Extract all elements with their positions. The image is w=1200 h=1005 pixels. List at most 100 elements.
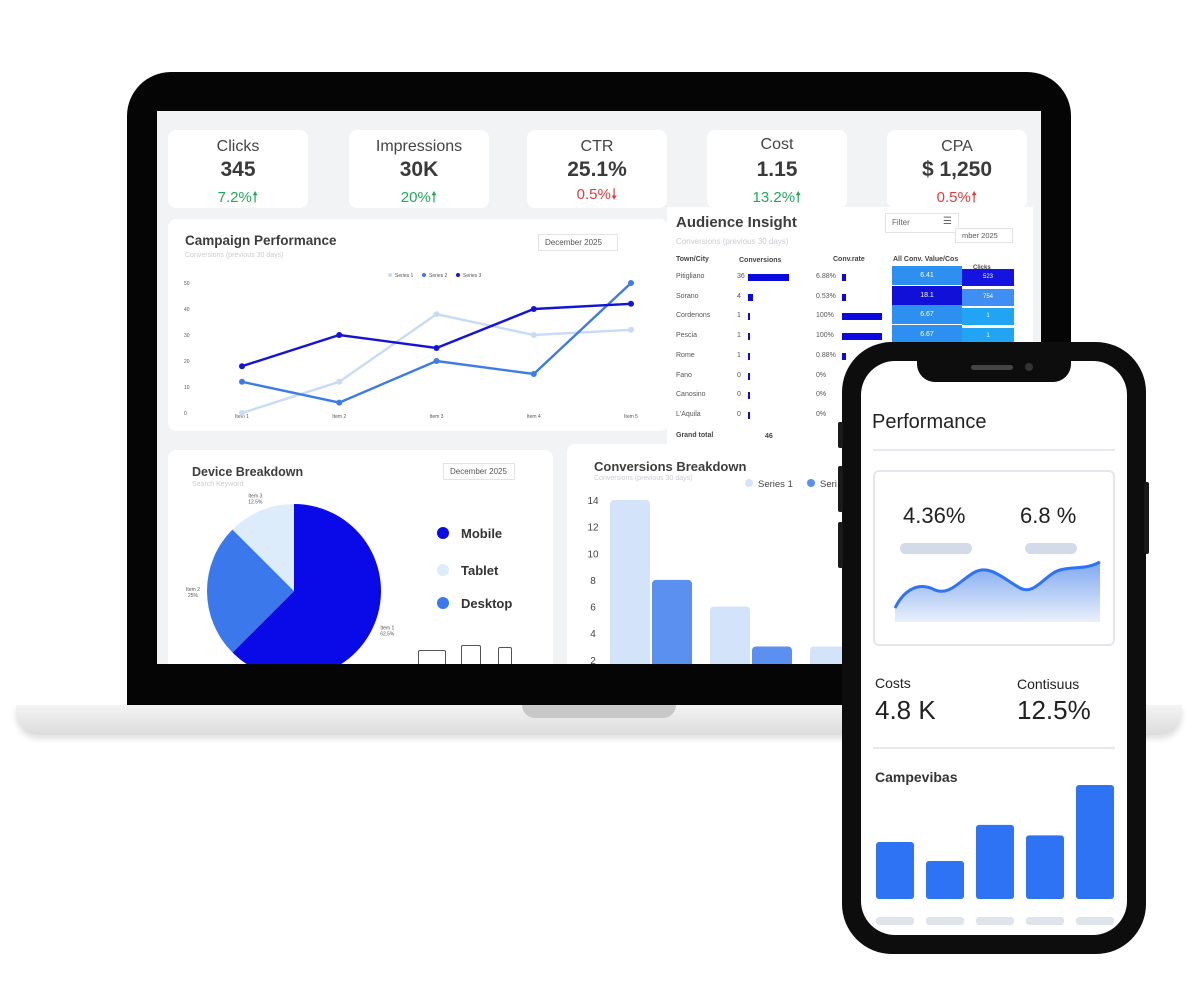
- legend-item: Tablet: [437, 563, 498, 578]
- cell-clicks: 754: [962, 288, 1014, 306]
- cell-rate: 0.88%: [816, 351, 836, 359]
- data-point: [530, 332, 537, 338]
- pie-chart: Item 162.5% Item 225% Item 312.5%: [186, 494, 395, 664]
- cell-rate: 0.53%: [816, 292, 836, 300]
- legend-label: Series 1: [395, 273, 414, 279]
- legend-item: Mobile: [437, 526, 502, 541]
- kpi-delta: 7.2%🠕: [217, 189, 259, 206]
- cell-rate: 0%: [816, 410, 827, 418]
- cell-city: Cordenons: [676, 312, 711, 320]
- phone-title: Performance: [872, 411, 987, 433]
- col-header-city: Town/City: [676, 256, 709, 263]
- y-tick-label: 20: [184, 359, 190, 365]
- legend-label: Desktop: [461, 596, 513, 611]
- phone-metrics-card: 4.36% 6.8 %: [873, 470, 1115, 646]
- x-tick-label: Item 3: [430, 414, 444, 420]
- y-tick-label: 10: [587, 549, 599, 560]
- kpi-value: 1.15: [756, 158, 798, 181]
- phone-bar: [876, 842, 914, 899]
- kpi-card-clicks: Clicks 345 7.2%🠕: [168, 130, 308, 208]
- panel-subtitle: Conversions (previous 30 days): [185, 252, 284, 259]
- conversion-bar: [748, 293, 753, 301]
- data-point: [433, 345, 440, 351]
- conversion-bar: [748, 274, 789, 281]
- legend-label: Series 3: [463, 273, 482, 279]
- bar: [652, 579, 692, 664]
- rate-bar: [842, 333, 882, 341]
- divider: [873, 449, 1115, 451]
- conversion-bar: [748, 333, 750, 341]
- phone-icon: [498, 647, 512, 664]
- filter-box[interactable]: Filter ☰: [885, 213, 959, 233]
- cell-conversions: 36: [737, 273, 745, 280]
- slice-label: Item 1: [380, 626, 394, 632]
- col-header-rate: Conv.rate: [833, 256, 865, 263]
- cell-rate: 100%: [816, 332, 834, 340]
- phone-value-costs: 4.8 K: [875, 695, 936, 725]
- legend-dot: [437, 527, 449, 539]
- phone-area-chart: [893, 560, 1101, 622]
- bar: [810, 646, 850, 664]
- arrow-up-icon: 🠕: [795, 189, 802, 206]
- slice-label: Item 3: [248, 494, 262, 500]
- cell-clicks: 1: [962, 328, 1014, 346]
- cell-conversions: 1: [737, 332, 741, 340]
- campaign-performance-panel: Campaign Performance Conversions (previo…: [168, 219, 668, 431]
- panel-title: Campaign Performance: [185, 233, 337, 248]
- laptop-notch: [522, 705, 676, 718]
- kpi-title: Cost: [760, 136, 794, 153]
- filter-settings-icon[interactable]: ☰: [943, 216, 952, 227]
- conversion-bar: [748, 392, 750, 400]
- phone-value-2: 12.5%: [1017, 695, 1091, 725]
- date-picker[interactable]: mber 2025: [955, 228, 1013, 243]
- y-tick-label: 4: [590, 629, 596, 640]
- phone-bar: [1026, 835, 1064, 899]
- data-point: [433, 311, 440, 318]
- phone-screen: Performance 4.36% 6.8 % Costs 4.8 K Cont…: [861, 361, 1127, 935]
- data-point: [239, 378, 245, 385]
- date-picker[interactable]: December 2025: [443, 463, 515, 480]
- bar: [710, 606, 750, 664]
- phone-side-button: [838, 422, 843, 448]
- y-tick-label: 8: [590, 576, 596, 587]
- legend-item: Desktop: [437, 596, 512, 611]
- arrow-up-icon: 🠕: [251, 189, 259, 206]
- cell-city: Pescia: [676, 332, 698, 340]
- cell-rate: 0%: [816, 391, 827, 399]
- placeholder-bar: [900, 543, 972, 554]
- kpi-title: CPA: [941, 138, 973, 155]
- data-point: [433, 358, 440, 364]
- kpi-card-cpa: CPA $ 1,250 0.5%🠕: [887, 130, 1027, 208]
- data-point: [628, 280, 634, 286]
- arrow-up-icon: 🠕: [430, 189, 438, 206]
- cell-conversions: 1: [737, 312, 741, 320]
- cell-rate: 100%: [816, 312, 834, 320]
- phone-side-button: [1144, 482, 1149, 554]
- placeholder-bar: [926, 917, 964, 925]
- legend-label: Mobile: [461, 526, 503, 541]
- date-picker[interactable]: December 2025: [538, 234, 618, 251]
- cell-conversions: 0: [737, 410, 741, 418]
- phone-label-2: Contisuus: [1017, 676, 1080, 692]
- pie-slice: [207, 529, 294, 653]
- legend-dot: [456, 273, 460, 277]
- cell-clicks: 1: [962, 308, 1014, 326]
- x-tick-label: Item 1: [235, 414, 249, 420]
- cell-value: 6.67: [892, 325, 962, 345]
- grand-total-label: Grand total: [676, 432, 714, 439]
- panel-subtitle: Conversions (previous 30 days): [594, 475, 693, 482]
- phone-bar: [976, 824, 1014, 899]
- kpi-value: $ 1,250: [921, 158, 993, 181]
- kpi-value: 345: [220, 158, 256, 181]
- cell-conversions: 1: [737, 351, 741, 359]
- panel-subtitle: Search Keyword: [192, 481, 244, 488]
- legend-series-2: Seri: [807, 479, 837, 490]
- bar: [610, 500, 650, 664]
- camera-icon: [1025, 363, 1033, 371]
- area-line: [893, 560, 1101, 609]
- slice-label: Item 2: [186, 587, 200, 593]
- cell-value: 18.1: [892, 285, 962, 305]
- line-chart: 0 10 20 30 40 50 Item 1 Item 2 Item 3 Item 4 Item …: [184, 273, 638, 420]
- y-tick-label: 30: [184, 333, 190, 339]
- phone-side-button: [838, 466, 843, 512]
